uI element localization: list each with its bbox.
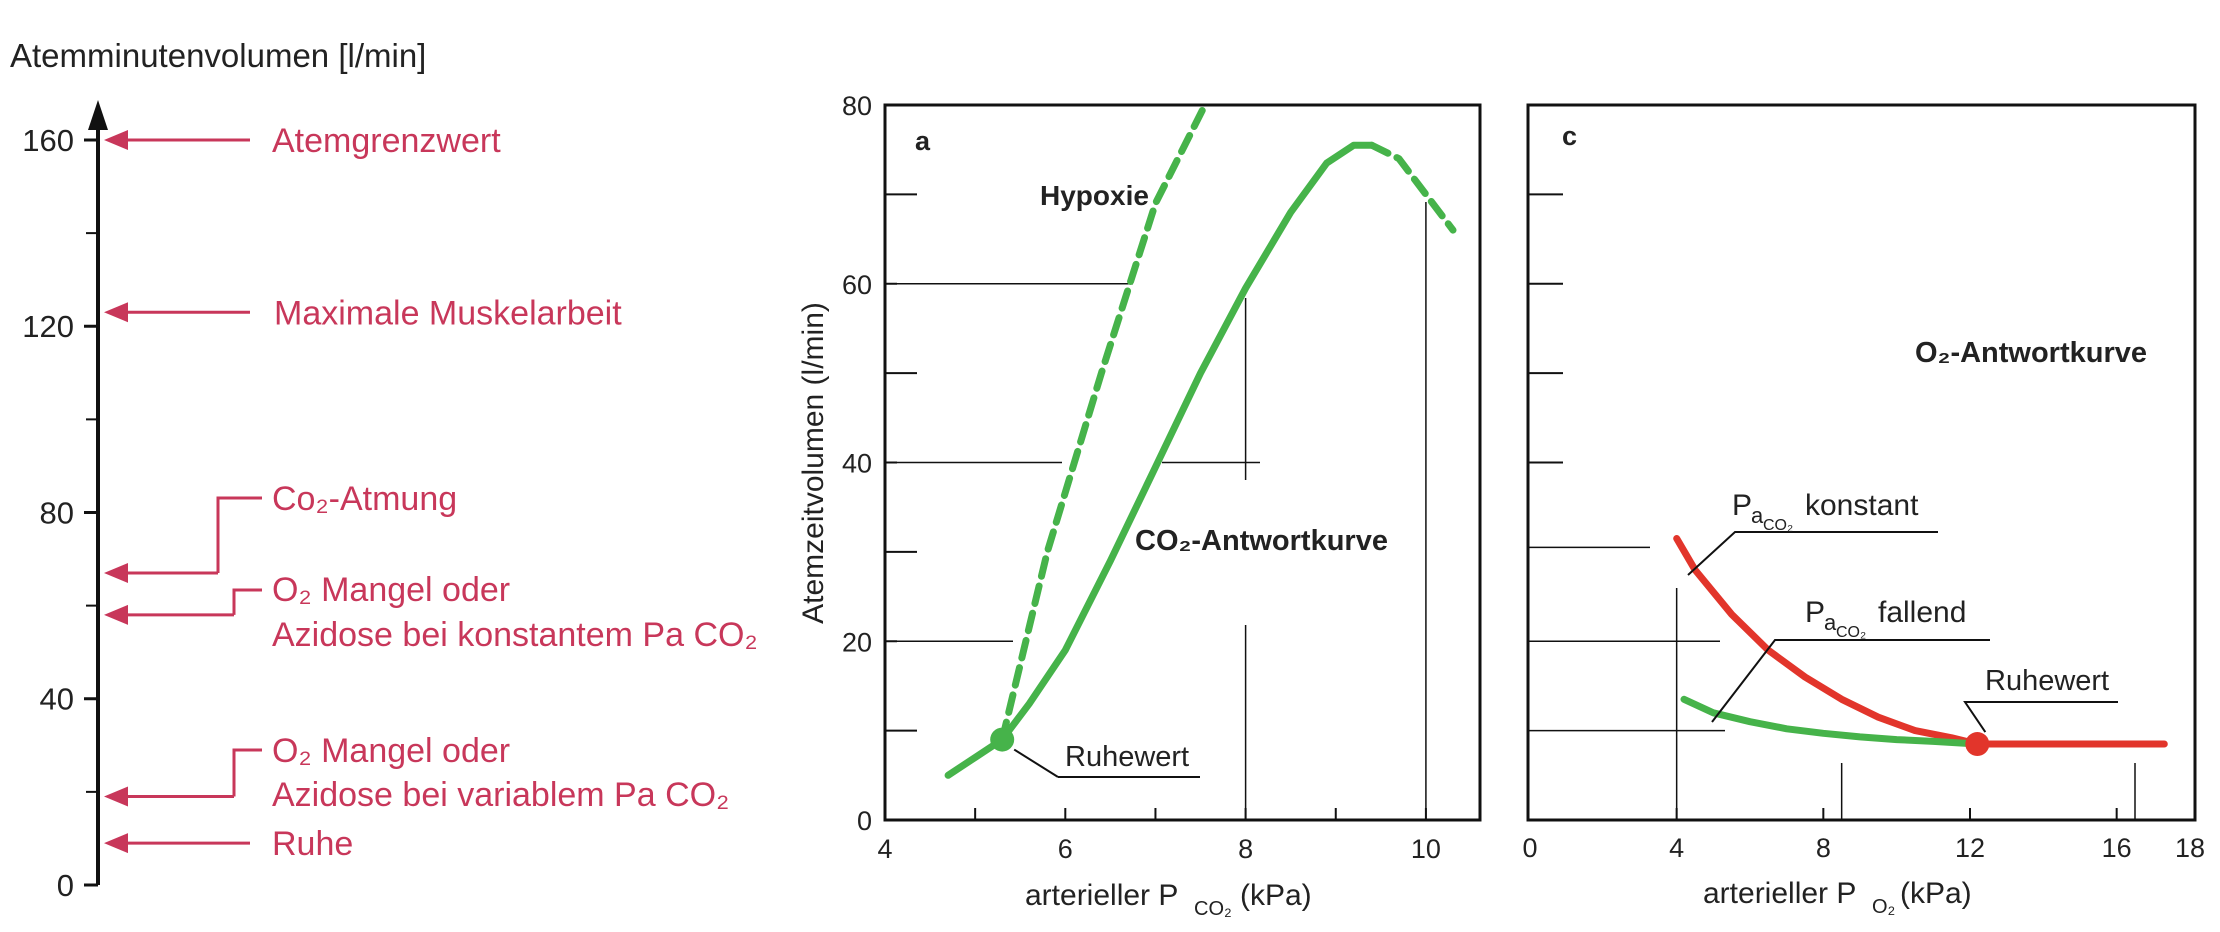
- c-ruhewert-label: Ruhewert: [1985, 665, 2109, 697]
- a-xtick-label-4: 4: [877, 834, 892, 864]
- a-xtick-label-8: 8: [1238, 834, 1253, 864]
- arrow-maximale-muskelarbeit-head: [104, 302, 128, 323]
- a-series-2: [998, 101, 1209, 744]
- panel-c-xlabel: arterieller P O₂ (kPa): [1703, 877, 1972, 918]
- arrow-ruhe-head: [104, 833, 128, 854]
- left-tick-label-160: 160: [22, 123, 74, 158]
- elbow-o2-konstant: [232, 588, 262, 615]
- arrow-o2-konstant-head: [104, 604, 128, 625]
- arrow-o2-variabel-head: [104, 786, 128, 807]
- c-xtick-label-8: 8: [1816, 833, 1831, 863]
- left-ylabel: Atemminutenvolumen [l/min]: [10, 37, 426, 74]
- a-ytick-label-60: 60: [842, 270, 872, 300]
- panel-a-ticks: 4 6 8 10 0 20 40 60 80: [842, 91, 1441, 864]
- c-series-1: [1680, 695, 1981, 748]
- a-ytick-label-40: 40: [842, 449, 872, 479]
- panel-a-ylabel: Atemzeitvolumen (l/min): [797, 302, 830, 624]
- panel-c-ticks: 0 4 8 12 16 18: [1522, 808, 2205, 863]
- c-xtick-label-0: 0: [1522, 833, 1537, 863]
- svg-text:P: P: [1732, 489, 1752, 522]
- panel-a-reference-lines: [885, 193, 1427, 820]
- label-ruhe: Ruhe: [272, 825, 353, 863]
- svg-text:CO₂: CO₂: [1763, 517, 1793, 534]
- panel-c-title: O₂-Antwortkurve: [1915, 337, 2147, 369]
- a-ruhewert-label: Ruhewert: [1065, 741, 1189, 773]
- a-ruhewert-leader: [1013, 748, 1059, 778]
- svg-text:(kPa): (kPa): [1240, 879, 1312, 912]
- panel-c-reference-lines: [1528, 193, 2136, 820]
- a-series-0: [944, 141, 1376, 779]
- svg-text:CO₂: CO₂: [1194, 898, 1232, 920]
- c-xtick-label-12: 12: [1955, 833, 1985, 863]
- panel-a-letter: a: [915, 126, 931, 156]
- c-fallend-leader: [1711, 639, 1990, 723]
- panel-a-series: Ruhewert: [944, 101, 1457, 779]
- left-ticks: 0 40 80 120 160: [22, 123, 98, 903]
- svg-text:O₂: O₂: [1872, 896, 1895, 918]
- c-konstant-leader: [1687, 531, 1938, 576]
- label-o2-variabel-1: O₂ Mangel oder: [272, 732, 510, 770]
- panel-c-series-labels: P a CO₂ konstant P a CO₂ fallend: [1732, 489, 1966, 641]
- svg-text:P: P: [1805, 596, 1825, 629]
- label-paco2-konstant: P a CO₂ konstant: [1732, 489, 1919, 534]
- left-tick-label-40: 40: [40, 682, 74, 717]
- panel-a: a Atemzeitvolumen (l/min) 4 6 8 10 0 20 40 60 80…: [797, 91, 1482, 920]
- elbow-co2-atmung: [216, 496, 262, 574]
- a-xtick-label-10: 10: [1411, 834, 1441, 864]
- left-tick-label-0: 0: [57, 868, 74, 903]
- panel-c-letter: c: [1562, 121, 1577, 151]
- c-xtick-label-4: 4: [1669, 833, 1684, 863]
- left-annotations: Atemgrenzwert Maximale Muskelarbeit Co₂-At…: [104, 122, 758, 863]
- panel-c-series: Ruhewert: [1673, 531, 2168, 757]
- a-ruhewert-marker: [990, 727, 1015, 752]
- svg-text:arterieller P: arterieller P: [1703, 877, 1856, 910]
- svg-text:konstant: konstant: [1805, 489, 1919, 522]
- a-ytick-label-80: 80: [842, 91, 872, 121]
- a-series-1: [1368, 141, 1457, 234]
- svg-text:a: a: [1751, 503, 1764, 528]
- a-ytick-label-20: 20: [842, 627, 872, 657]
- c-xtick-label-16: 16: [2102, 833, 2132, 863]
- label-o2-variabel-2: Azidose bei variablem Pa CO₂: [272, 776, 729, 814]
- arrow-co2-atmung-head: [104, 563, 128, 584]
- label-o2-konstant-2: Azidose bei konstantem Pa CO₂: [272, 616, 758, 654]
- label-maximale-muskelarbeit: Maximale Muskelarbeit: [274, 294, 622, 332]
- elbow-o2-variabel: [232, 748, 262, 797]
- panel-c: c O₂-Antwortkurve 0 4 8 12 16 18 Ruhewert art…: [1522, 103, 2205, 918]
- panel-a-xlabel: arterieller P CO₂ (kPa): [1025, 879, 1312, 920]
- panel-a-co2-label: CO₂-Antwortkurve: [1135, 525, 1388, 557]
- panel-a-hypoxie-label: Hypoxie: [1040, 180, 1149, 211]
- left-tick-label-80: 80: [40, 495, 74, 530]
- label-o2-konstant-1: O₂ Mangel oder: [272, 571, 510, 609]
- left-tick-label-120: 120: [22, 309, 74, 344]
- svg-text:fallend: fallend: [1878, 596, 1966, 629]
- a-xtick-label-6: 6: [1058, 834, 1073, 864]
- arrow-atemgrenzwert-head: [104, 129, 128, 150]
- left-scale-panel: Atemminutenvolumen [l/min] 0 40 80 120 160 A…: [10, 37, 758, 903]
- c-ruhewert-leader: [1963, 701, 2118, 733]
- label-paco2-fallend: P a CO₂ fallend: [1805, 596, 1966, 641]
- left-axis-arrow: [88, 100, 108, 130]
- a-ytick-label-0: 0: [857, 806, 872, 836]
- svg-text:CO₂: CO₂: [1836, 624, 1866, 641]
- svg-text:a: a: [1824, 610, 1837, 635]
- label-co2-atmung: Co₂-Atmung: [272, 480, 457, 518]
- c-xtick-label-18: 18: [2175, 833, 2205, 863]
- svg-text:arterieller P: arterieller P: [1025, 879, 1178, 912]
- c-series-0: [1673, 535, 2168, 748]
- label-atemgrenzwert: Atemgrenzwert: [272, 122, 501, 160]
- svg-text:(kPa): (kPa): [1900, 877, 1972, 910]
- c-ruhewert-marker: [1965, 732, 1990, 757]
